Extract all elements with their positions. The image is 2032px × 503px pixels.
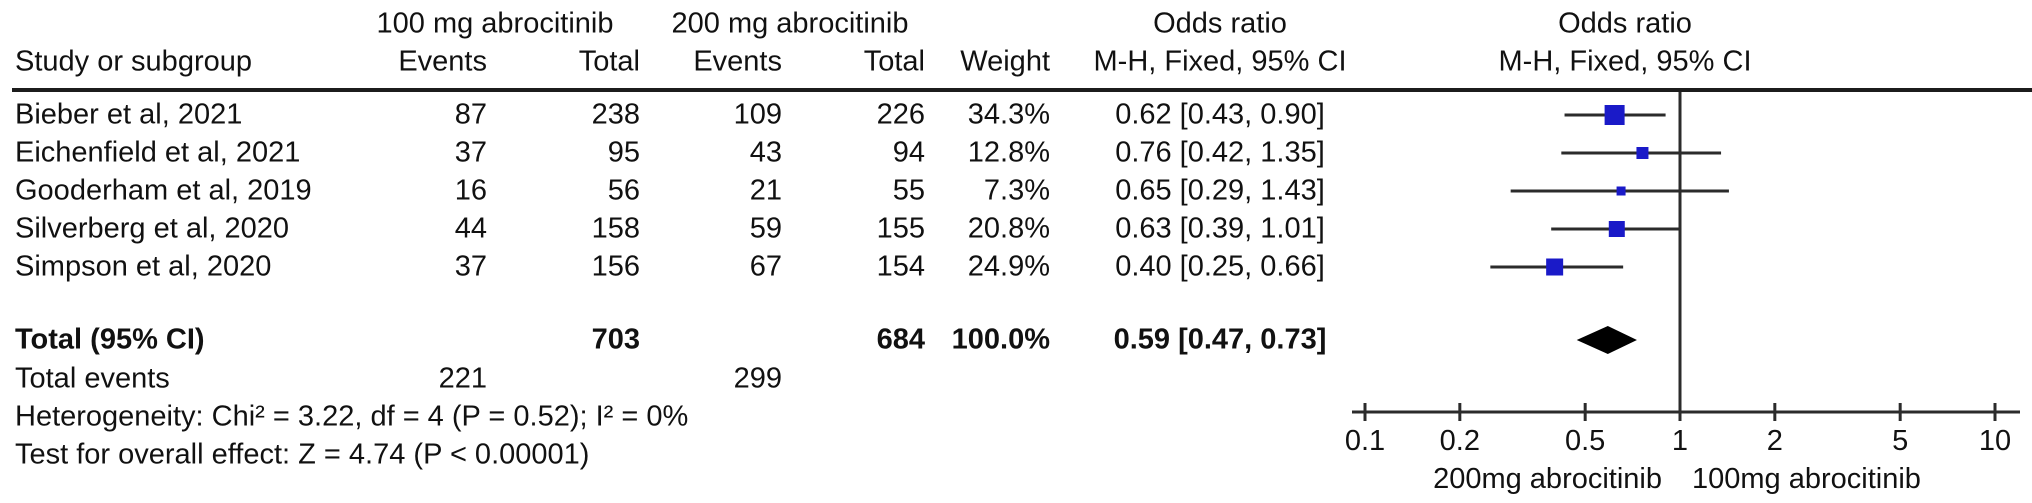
total1-column-header: Total	[578, 45, 640, 78]
row-weight-cell: 20.8%	[967, 212, 1050, 245]
row-t2-cell: 155	[876, 212, 925, 245]
row-e1-cell: 87	[454, 98, 487, 131]
total-events-label: Total events	[15, 362, 170, 395]
row-weight-cell: 34.3%	[967, 98, 1050, 131]
pooled-effect-diamond	[1576, 326, 1637, 354]
row-study-cell: Eichenfield et al, 2021	[15, 136, 301, 169]
events2-column-header: Events	[693, 45, 782, 78]
total-row-label: Total (95% CI)	[15, 323, 205, 356]
group2-header: 200 mg abrocitinib	[671, 7, 909, 40]
row-t2-cell: 226	[876, 98, 925, 131]
plot-title: Odds ratio	[1558, 7, 1692, 40]
row-weight-cell: 24.9%	[967, 250, 1050, 283]
effect-square	[1546, 258, 1564, 276]
row-e1-cell: 37	[454, 250, 487, 283]
plot-subtitle: M-H, Fixed, 95% CI	[1498, 45, 1752, 78]
row-t1-cell: 156	[591, 250, 640, 283]
axis-tick-label: 0.1	[1345, 425, 1385, 457]
overall-effect-stats: Test for overall effect: Z = 4.74 (P < 0…	[15, 438, 590, 471]
row-e2-cell: 43	[749, 136, 782, 169]
weight-column-header: Weight	[960, 45, 1050, 78]
row-or_text-cell: 0.63 [0.39, 1.01]	[1115, 212, 1325, 245]
row-or_text-cell: 0.76 [0.42, 1.35]	[1115, 136, 1325, 169]
axis-tick-label: 1	[1672, 425, 1688, 457]
total-events2-value: 299	[733, 362, 782, 395]
row-study-cell: Simpson et al, 2020	[15, 250, 272, 283]
row-e2-cell: 21	[749, 174, 782, 207]
row-weight-cell: 12.8%	[967, 136, 1050, 169]
row-e2-cell: 59	[749, 212, 782, 245]
row-t2-cell: 94	[892, 136, 925, 169]
effect-square	[1608, 221, 1625, 237]
header-separator-line	[12, 88, 2032, 92]
favours-right-label: 100mg abrocitinib	[1692, 463, 1921, 495]
favours-left-label: 200mg abrocitinib	[1433, 463, 1662, 495]
effect-square	[1604, 105, 1625, 125]
row-study-cell: Bieber et al, 2021	[15, 98, 243, 131]
heterogeneity-stats: Heterogeneity: Chi² = 3.22, df = 4 (P = …	[15, 400, 689, 433]
total1-value: 703	[591, 323, 640, 356]
row-or_text-cell: 0.40 [0.25, 0.66]	[1115, 250, 1325, 283]
axis-tick-label: 10	[1979, 425, 2011, 457]
row-t2-cell: 154	[876, 250, 925, 283]
axis-tick-label: 2	[1767, 425, 1783, 457]
total-or-ci-value: 0.59 [0.47, 0.73]	[1113, 323, 1327, 356]
effect-square	[1616, 186, 1626, 196]
row-t1-cell: 95	[607, 136, 640, 169]
row-e1-cell: 37	[454, 136, 487, 169]
total-weight-value: 100.0%	[951, 323, 1050, 356]
axis-tick-label: 0.5	[1565, 425, 1605, 457]
row-t2-cell: 55	[892, 174, 925, 207]
row-t1-cell: 238	[591, 98, 640, 131]
or-column-title: Odds ratio	[1153, 7, 1287, 40]
row-or_text-cell: 0.65 [0.29, 1.43]	[1115, 174, 1325, 207]
total-events1-value: 221	[438, 362, 487, 395]
row-weight-cell: 7.3%	[983, 174, 1050, 207]
group1-header: 100 mg abrocitinib	[376, 7, 614, 40]
row-e1-cell: 44	[454, 212, 487, 245]
events1-column-header: Events	[398, 45, 487, 78]
row-or_text-cell: 0.62 [0.43, 0.90]	[1115, 98, 1325, 131]
row-t1-cell: 158	[591, 212, 640, 245]
effect-square	[1636, 147, 1649, 159]
total2-column-header: Total	[863, 45, 925, 78]
total2-value: 684	[876, 323, 925, 356]
row-e2-cell: 67	[749, 250, 782, 283]
row-study-cell: Gooderham et al, 2019	[15, 174, 312, 207]
axis-tick-label: 0.2	[1440, 425, 1480, 457]
row-study-cell: Silverberg et al, 2020	[15, 212, 290, 245]
or-column-subtitle: M-H, Fixed, 95% CI	[1093, 45, 1347, 78]
study-column-header: Study or subgroup	[15, 45, 252, 78]
row-e1-cell: 16	[454, 174, 487, 207]
axis-tick-label: 5	[1892, 425, 1908, 457]
row-e2-cell: 109	[733, 98, 782, 131]
row-t1-cell: 56	[607, 174, 640, 207]
